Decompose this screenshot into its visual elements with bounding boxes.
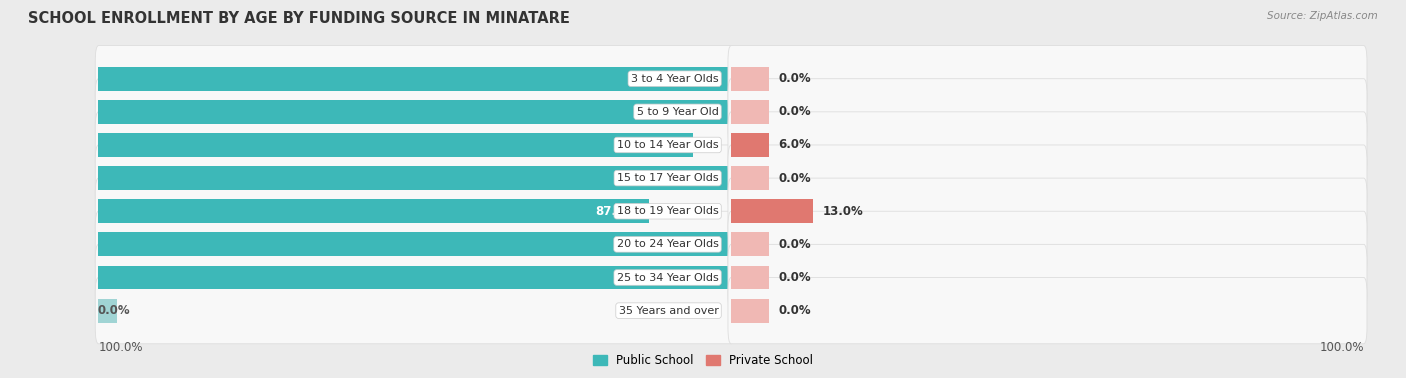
Text: 20 to 24 Year Olds: 20 to 24 Year Olds xyxy=(617,239,718,249)
FancyBboxPatch shape xyxy=(728,277,1367,344)
Text: 100.0%: 100.0% xyxy=(669,105,718,118)
Bar xyxy=(731,199,813,223)
Text: 94.0%: 94.0% xyxy=(640,138,681,152)
Text: 35 Years and over: 35 Years and over xyxy=(619,306,718,316)
FancyBboxPatch shape xyxy=(728,112,1367,178)
Bar xyxy=(731,67,769,91)
Bar xyxy=(98,232,731,256)
FancyBboxPatch shape xyxy=(728,211,1367,277)
Text: 0.0%: 0.0% xyxy=(779,72,811,85)
Text: 15 to 17 Year Olds: 15 to 17 Year Olds xyxy=(617,173,718,183)
FancyBboxPatch shape xyxy=(96,112,734,178)
FancyBboxPatch shape xyxy=(96,46,734,112)
Bar xyxy=(98,299,118,322)
Bar xyxy=(731,166,769,190)
FancyBboxPatch shape xyxy=(96,211,734,277)
Bar xyxy=(98,266,731,290)
Text: Source: ZipAtlas.com: Source: ZipAtlas.com xyxy=(1267,11,1378,21)
FancyBboxPatch shape xyxy=(96,79,734,145)
Bar xyxy=(731,133,769,157)
Bar xyxy=(731,100,769,124)
Text: 0.0%: 0.0% xyxy=(779,238,811,251)
Text: 6.0%: 6.0% xyxy=(779,138,811,152)
Bar xyxy=(98,100,731,124)
Text: 13.0%: 13.0% xyxy=(823,205,863,218)
Bar xyxy=(98,67,731,91)
Legend: Public School, Private School: Public School, Private School xyxy=(588,350,818,372)
Text: 0.0%: 0.0% xyxy=(779,172,811,184)
FancyBboxPatch shape xyxy=(728,79,1367,145)
Text: 0.0%: 0.0% xyxy=(779,304,811,317)
Bar xyxy=(731,266,769,290)
Text: 100.0%: 100.0% xyxy=(669,271,718,284)
Text: 3 to 4 Year Olds: 3 to 4 Year Olds xyxy=(631,74,718,84)
Text: 0.0%: 0.0% xyxy=(97,304,131,317)
FancyBboxPatch shape xyxy=(96,244,734,311)
Text: 25 to 34 Year Olds: 25 to 34 Year Olds xyxy=(617,273,718,282)
FancyBboxPatch shape xyxy=(728,244,1367,311)
Text: 100.0%: 100.0% xyxy=(669,72,718,85)
Text: 100.0%: 100.0% xyxy=(1319,341,1364,354)
Text: 10 to 14 Year Olds: 10 to 14 Year Olds xyxy=(617,140,718,150)
Text: 0.0%: 0.0% xyxy=(779,271,811,284)
Text: SCHOOL ENROLLMENT BY AGE BY FUNDING SOURCE IN MINATARE: SCHOOL ENROLLMENT BY AGE BY FUNDING SOUR… xyxy=(28,11,569,26)
FancyBboxPatch shape xyxy=(728,46,1367,112)
Text: 100.0%: 100.0% xyxy=(669,172,718,184)
Text: 0.0%: 0.0% xyxy=(779,105,811,118)
Text: 5 to 9 Year Old: 5 to 9 Year Old xyxy=(637,107,718,117)
Text: 100.0%: 100.0% xyxy=(98,341,143,354)
FancyBboxPatch shape xyxy=(96,178,734,244)
Bar xyxy=(98,199,650,223)
Bar xyxy=(98,166,731,190)
Bar xyxy=(98,133,693,157)
FancyBboxPatch shape xyxy=(96,277,734,344)
Text: 87.0%: 87.0% xyxy=(595,205,637,218)
Text: 18 to 19 Year Olds: 18 to 19 Year Olds xyxy=(617,206,718,216)
FancyBboxPatch shape xyxy=(728,145,1367,211)
Bar xyxy=(731,299,769,322)
Bar xyxy=(731,232,769,256)
Text: 100.0%: 100.0% xyxy=(669,238,718,251)
FancyBboxPatch shape xyxy=(96,145,734,211)
FancyBboxPatch shape xyxy=(728,178,1367,244)
